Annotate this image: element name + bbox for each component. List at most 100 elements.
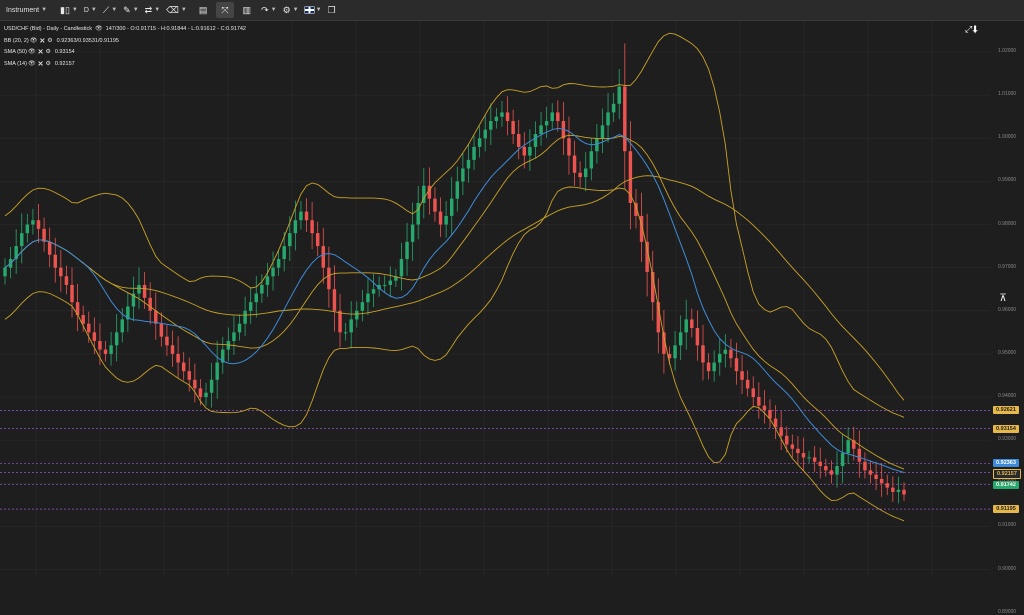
popout-button[interactable]: ❐: [325, 0, 339, 20]
expand-arrows-icon[interactable]: ⤢⬇: [965, 24, 978, 34]
candle-body: [662, 332, 666, 354]
trash-button[interactable]: ⌫ ▼: [163, 0, 190, 20]
candle-body: [75, 302, 80, 316]
candle-body: [857, 448, 862, 462]
close-icon[interactable]: ✕: [37, 49, 44, 56]
gear-icon[interactable]: ⚙: [45, 49, 51, 55]
candle-body: [583, 168, 588, 178]
layout-icon: ▤: [198, 4, 208, 15]
candle-body: [477, 138, 482, 147]
candle-body: [874, 474, 878, 479]
candle-body: [70, 284, 74, 303]
candle-body: [14, 246, 18, 260]
uk-flag-icon: [304, 7, 314, 13]
candle-body: [729, 349, 733, 359]
bollinger-upper-band: [4, 32, 905, 418]
pencil-button[interactable]: ✎ ▼: [120, 0, 142, 20]
close-icon[interactable]: ✕: [37, 60, 44, 68]
price-axis-tick: 0.98000: [998, 220, 1017, 227]
candle-body: [159, 323, 164, 337]
candle-body: [254, 293, 259, 303]
settings-button[interactable]: ⚙ ▼: [280, 0, 302, 20]
candle-body: [751, 388, 755, 398]
candle-body: [835, 466, 839, 475]
candle-body: [539, 125, 543, 134]
indicators-button[interactable]: ▥: [240, 0, 255, 20]
tools-button[interactable]: ⇄ ▼: [142, 0, 164, 20]
scroll-to-price-icon[interactable]: ⊼: [999, 293, 1007, 304]
trendline-button[interactable]: ⟋ ▼: [100, 0, 120, 20]
pencil-icon: ✎: [123, 4, 131, 15]
candle-body: [528, 146, 532, 156]
candle-body: [204, 392, 208, 398]
eye-icon[interactable]: 👁: [95, 26, 103, 32]
eye-icon[interactable]: 👁: [27, 60, 36, 67]
timeframe-label: D: [83, 6, 89, 14]
candle-body: [723, 349, 728, 354]
price-axis-tick: 0.90000: [998, 565, 1017, 572]
candle-body: [59, 267, 63, 277]
close-icon[interactable]: ✕: [39, 37, 46, 45]
candle-body: [31, 220, 35, 225]
candle-body: [438, 211, 443, 225]
toolbar: Instrument ▼ ▮▯ ▼ D ▼ ⟋ ▼ ✎ ▼ ⇄ ▼ ⌫ ▼ ▤ ⤧ ▥ ↷ ▼…: [0, 0, 1024, 21]
candle-body: [321, 246, 326, 268]
gear-icon[interactable]: ⚙: [45, 60, 51, 67]
candle-body: [20, 233, 24, 247]
chart-legend: USD/CHF (Bid) - Daily - Candlestick 👁 14…: [4, 24, 246, 70]
eye-icon[interactable]: 👁: [29, 37, 38, 44]
price-axis-tick: 0.91000: [998, 522, 1017, 529]
candle-type-button[interactable]: ▮▯ ▼: [57, 0, 81, 20]
candle-body: [639, 215, 644, 242]
candle-body: [449, 198, 454, 216]
candle-body: [25, 224, 30, 234]
share-button[interactable]: ↷ ▼: [258, 0, 280, 20]
candle-body: [433, 198, 437, 212]
candle-body: [293, 220, 298, 234]
candle-body: [701, 345, 705, 363]
candle-body: [505, 112, 510, 122]
fullscreen-button[interactable]: ⤧: [216, 2, 234, 18]
candle-body: [338, 310, 342, 333]
candle-body: [92, 332, 97, 341]
candle-body: [673, 345, 677, 359]
candle-body: [617, 86, 621, 104]
candle-body: [611, 103, 616, 113]
candle-body: [148, 297, 152, 311]
candle-body: [762, 405, 767, 410]
price-axis-tick: 0.89000: [998, 608, 1017, 615]
candle-body: [500, 112, 504, 117]
language-button[interactable]: ▼: [302, 0, 325, 20]
candle-body: [131, 293, 136, 307]
candle-body: [282, 246, 286, 260]
candle-body: [243, 310, 247, 324]
candle-body: [176, 353, 180, 363]
candle-body: [572, 155, 577, 173]
candle-body: [64, 276, 69, 285]
candle-body: [712, 362, 716, 372]
candle-body: [416, 202, 420, 225]
share-icon: ↷: [261, 4, 269, 15]
fullscreen-icon: ⤧: [221, 4, 229, 15]
eye-icon[interactable]: 👁: [27, 49, 36, 55]
tools-icon: ⇄: [144, 4, 153, 15]
price-axis-tick: 1.00000: [998, 134, 1017, 141]
layout-button[interactable]: ▤: [196, 0, 211, 20]
instrument-selector[interactable]: Instrument ▼: [0, 0, 53, 20]
timeframe-button[interactable]: D ▼: [81, 0, 100, 20]
candle-body: [109, 345, 113, 354]
candle-body: [740, 371, 744, 380]
bollinger-middle-band: [4, 134, 905, 470]
trash-icon: ⌫: [166, 4, 179, 15]
candle-body: [427, 185, 432, 199]
candle-body: [757, 397, 761, 406]
candle-body: [405, 241, 409, 260]
price-chart[interactable]: [0, 21, 1024, 576]
legend-title: USD/CHF (Bid) - Daily - Candlestick: [4, 26, 93, 32]
price-axis-tick: 0.96000: [998, 306, 1017, 313]
candle-body: [422, 185, 426, 203]
candle-body: [221, 349, 225, 363]
price-tag: 0.92363: [993, 459, 1019, 468]
candle-body: [198, 388, 203, 398]
gear-icon[interactable]: ⚙: [47, 37, 53, 44]
